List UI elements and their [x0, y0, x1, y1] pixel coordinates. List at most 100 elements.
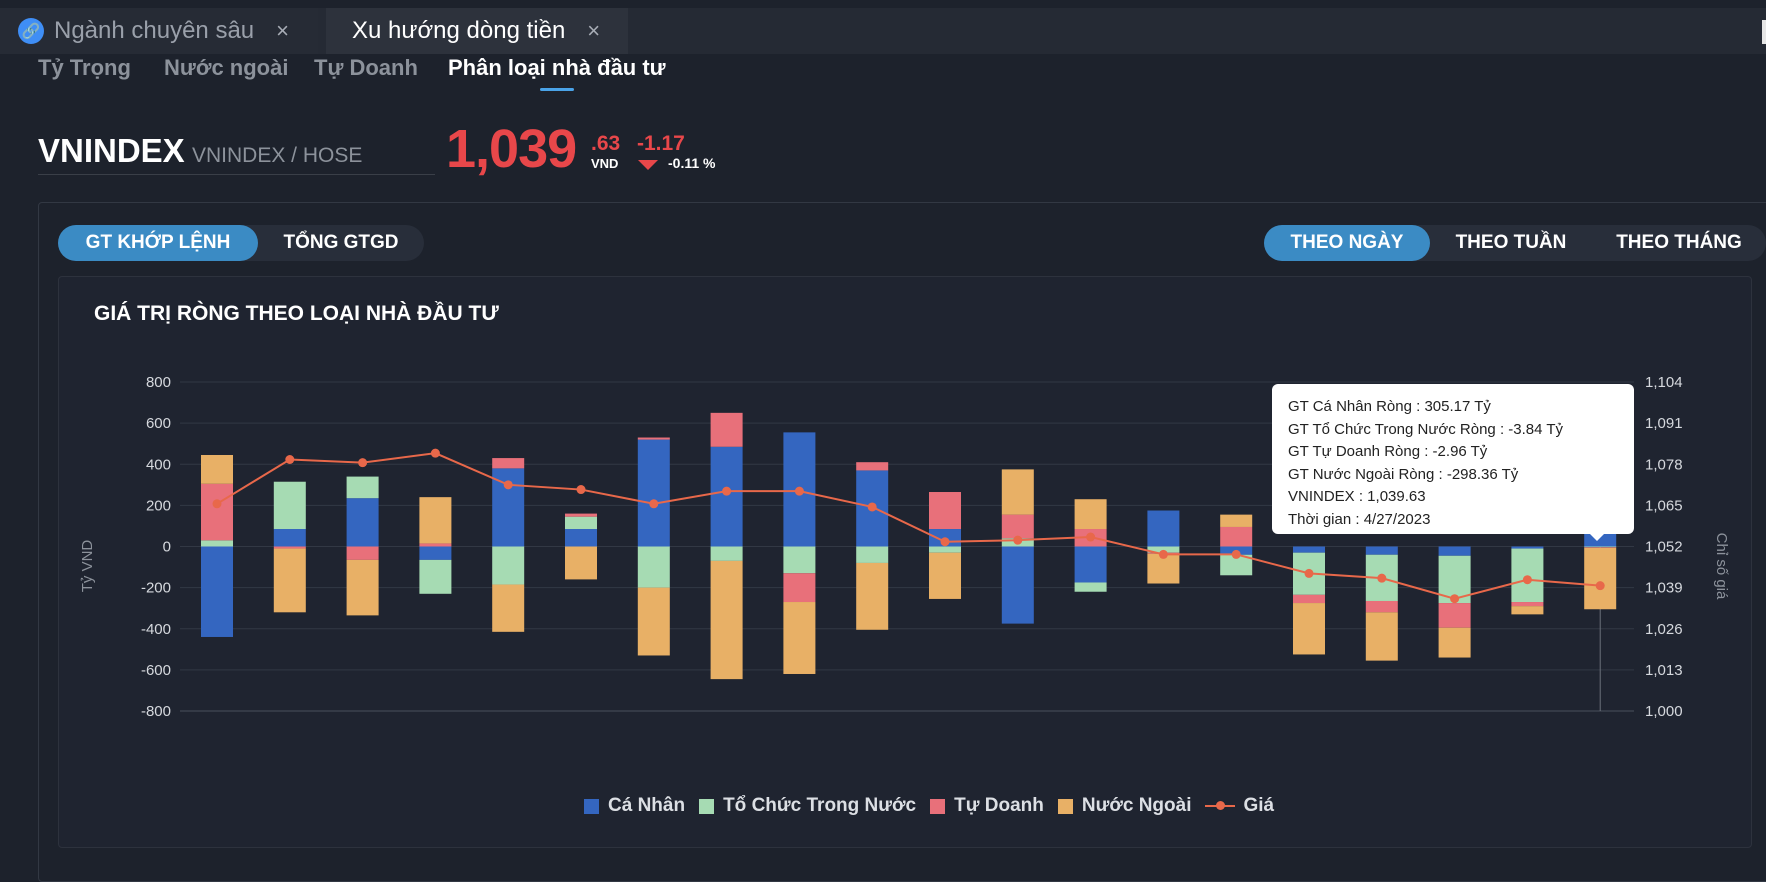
bar-1-6	[565, 529, 597, 547]
bar-4-13	[1074, 499, 1107, 530]
legend-label: Nước Ngoài	[1081, 795, 1192, 816]
price-point-4	[430, 448, 440, 458]
bar-1-2	[273, 529, 306, 547]
tab-label: Xu hướng dòng tiền	[352, 17, 566, 44]
legend-nuoc-ngoai[interactable]: Nước Ngoài	[1057, 795, 1192, 817]
legend-to-chuc-trong-nuoc[interactable]: Tổ Chức Trong Nước	[699, 795, 916, 817]
y-tick-label-left: -200	[141, 580, 171, 597]
bar-1-3	[346, 498, 379, 547]
y-tick-label-left: 400	[146, 456, 171, 473]
toggle-tong-gtgd[interactable]: TỔNG GTGD	[283, 232, 399, 253]
bar-4-19	[1511, 606, 1544, 615]
price-point-18	[1450, 594, 1460, 604]
y-tick-label-left: 600	[146, 415, 171, 432]
subnav-nuoc-ngoai[interactable]: Nước ngoài	[164, 55, 289, 80]
price-point-6	[576, 485, 586, 495]
bar-2-3	[346, 476, 379, 499]
bar-1-12	[1001, 546, 1034, 624]
y-tick-label-right: 1,052	[1645, 539, 1683, 556]
y-tick-label-right: 1,091	[1645, 415, 1683, 432]
tab-label: Ngành chuyên sâu	[54, 17, 255, 44]
y-axis-label-right: Chỉ số giá	[1713, 533, 1730, 600]
price-point-16	[1304, 568, 1314, 578]
close-icon[interactable]: ×	[587, 18, 601, 43]
index-price: 1,039	[446, 119, 577, 179]
tooltip-time: Thời gian : 4/27/2023	[1288, 510, 1431, 528]
tooltip-nuoc-ngoai: GT Nước Ngoài Ròng : -298.36 Tỷ	[1288, 465, 1519, 483]
price-line-series	[212, 448, 1605, 604]
tooltip-tu-doanh: GT Tự Doanh Ròng : -2.96 Tỷ	[1288, 443, 1488, 460]
bar-4-17	[1365, 612, 1398, 661]
bar-3-12	[1001, 514, 1034, 539]
bar-1-4	[419, 546, 452, 560]
bar-4-4	[419, 497, 452, 544]
toggle-theo-thang[interactable]: THEO THÁNG	[1616, 232, 1742, 253]
bar-4-10	[856, 562, 889, 630]
index-currency: VND	[591, 156, 619, 171]
bar-4-11	[929, 552, 961, 599]
bar-4-20	[1584, 547, 1617, 610]
toggle-theo-ngay[interactable]: THEO NGÀY	[1264, 225, 1430, 261]
index-underline	[38, 174, 435, 175]
caret-down-icon	[638, 160, 658, 170]
y-tick-label-right: 1,013	[1645, 662, 1683, 679]
tab-xu-huong-dong-tien[interactable]: Xu hướng dòng tiền ×	[326, 8, 628, 54]
price-point-17	[1377, 573, 1387, 583]
bar-4-8	[710, 560, 743, 680]
toggle-gt-khop-lenh[interactable]: GT KHỚP LỆNH	[58, 225, 258, 261]
y-tick-label-right: 1,026	[1645, 621, 1683, 638]
bar-3-18	[1438, 603, 1471, 628]
bar-3-10	[856, 462, 889, 471]
index-exchange: VNINDEX / HOSE	[192, 144, 363, 167]
bar-series	[201, 412, 1617, 680]
y-axis-label-left: Tỷ VND	[79, 540, 96, 593]
subnav-phan-loai-nha-dau-tu[interactable]: Phân loại nhà đầu tư	[448, 55, 666, 80]
bar-3-3	[346, 546, 379, 560]
legend-gia[interactable]: Giá	[1205, 795, 1274, 817]
legend-tu-doanh[interactable]: Tự Doanh	[930, 795, 1044, 817]
bar-1-1	[201, 546, 233, 637]
y-tick-label-right: 1,104	[1645, 374, 1683, 391]
subnav-active-indicator	[540, 88, 574, 91]
subnav-ty-trong[interactable]: Tỷ Trọng	[38, 55, 131, 80]
toggle-theo-tuan[interactable]: THEO TUẦN	[1455, 232, 1567, 253]
bar-2-15	[1220, 554, 1253, 576]
legend-swatch	[699, 798, 715, 814]
bar-4-6	[565, 546, 597, 580]
tab-bar: 🔗 Ngành chuyên sâu × Xu hướng dòng tiền …	[0, 8, 1766, 54]
tab-nganh-chuyen-sau[interactable]: 🔗 Ngành chuyên sâu ×	[0, 8, 318, 54]
bar-2-6	[565, 516, 597, 530]
y-tick-label-left: -800	[141, 703, 171, 720]
value-toggle: GT KHỚP LỆNH TỔNG GTGD	[58, 225, 424, 261]
bar-1-14	[1147, 510, 1180, 547]
bar-2-7	[637, 546, 670, 588]
price-point-8	[722, 486, 732, 496]
period-toggle: THEO NGÀY THEO TUẦN THEO THÁNG	[1264, 225, 1766, 261]
bar-4-7	[637, 587, 670, 656]
y-axis-right: 1,104 1,091 1,078 1,065 1,052 1,039 1,026 1,013…	[1645, 374, 1683, 720]
subnav-tu-doanh[interactable]: Tự Doanh	[314, 55, 418, 80]
price-point-19	[1522, 575, 1532, 585]
legend-ca-nhan[interactable]: Cá Nhân	[584, 795, 685, 817]
bar-1-7	[637, 439, 670, 547]
y-tick-label-right: 1,000	[1645, 703, 1683, 720]
bar-4-15	[1220, 514, 1253, 527]
legend-label: Tự Doanh	[954, 795, 1044, 816]
bar-4-5	[492, 584, 525, 632]
price-point-14	[1158, 549, 1168, 559]
price-point-2	[285, 455, 295, 465]
price-point-7	[649, 499, 659, 509]
close-icon[interactable]: ×	[276, 18, 290, 43]
price-point-20	[1595, 581, 1605, 591]
link-icon: 🔗	[18, 18, 44, 44]
tooltip-pointer	[1589, 533, 1605, 541]
bar-3-8	[710, 412, 743, 447]
bar-3-4	[419, 543, 452, 547]
bar-1-16	[1293, 546, 1325, 553]
price-point-10	[867, 502, 877, 512]
tooltip-ca-nhan: GT Cá Nhân Ròng : 305.17 Tỷ	[1288, 398, 1491, 415]
bar-3-16	[1293, 594, 1325, 604]
bar-4-12	[1001, 469, 1034, 515]
y-axis-left: 800 600 400 200 0 -200 -400 -600 -800	[141, 374, 171, 720]
